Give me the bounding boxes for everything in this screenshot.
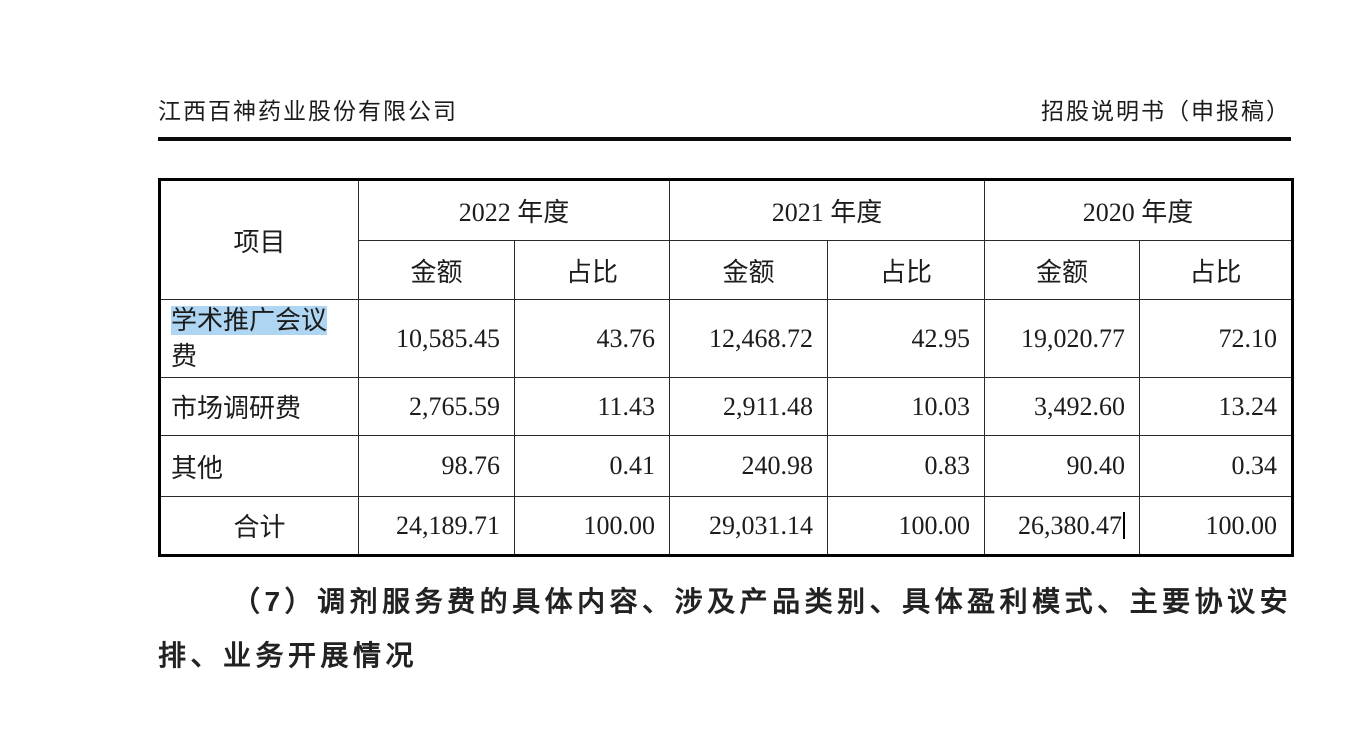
header-item-cell: 项目 [159, 179, 359, 300]
total-ratio-2020-cell: 100.00 [1139, 496, 1294, 556]
selection-highlight: 学术推广会议 [171, 305, 328, 335]
amount-2020-cell: 19,020.77 [984, 299, 1141, 378]
header-ratio-2020-cell: 占比 [1139, 240, 1294, 300]
table-row-total: 合计 24,189.71 100.00 29,031.14 100.00 26,… [159, 496, 1294, 556]
doc-type: 招股说明书（申报稿） [1041, 99, 1291, 124]
total-amount-2022-cell: 24,189.71 [358, 496, 515, 556]
amount-2022-cell: 10,585.45 [358, 299, 515, 378]
total-ratio-2022-cell: 100.00 [513, 496, 671, 556]
amount-2020-cell: 90.40 [984, 435, 1141, 497]
expense-table: 项目 2022 年度 2021 年度 2020 年度 金额 占比 金额 占比 金… [158, 178, 1295, 557]
header-amount-2021-cell: 金额 [669, 240, 829, 300]
text-cursor [1123, 512, 1126, 540]
total-label-cell: 合计 [159, 496, 359, 556]
header-amount-2020-cell: 金额 [984, 240, 1141, 300]
ratio-2022-cell: 11.43 [513, 377, 671, 436]
amount-2022-cell: 2,765.59 [358, 377, 515, 436]
section-heading-line-2: 排、业务开展情况 [158, 640, 419, 671]
row-label-rest: 费 [171, 341, 198, 371]
ratio-2021-cell: 0.83 [827, 435, 986, 497]
ratio-2020-cell: 72.10 [1139, 299, 1294, 378]
header-year-2022-cell: 2022 年度 [357, 179, 671, 241]
table-row-market-research: 市场调研费 2,765.59 11.43 2,911.48 10.03 3,49… [159, 377, 1294, 436]
table-header-years: 项目 2022 年度 2021 年度 2020 年度 [159, 179, 1294, 300]
section-heading: （7）调剂服务费的具体内容、涉及产品类别、具体盈利模式、主要协议安 排、业务开展… [158, 588, 1298, 670]
amount-2021-cell: 12,468.72 [669, 299, 829, 378]
total-amount-2020-cell: 26,380.47 [984, 496, 1141, 556]
ratio-2021-cell: 42.95 [827, 299, 986, 378]
header-year-2021-cell: 2021 年度 [669, 179, 986, 241]
ratio-2022-cell: 0.41 [513, 435, 671, 497]
amount-2020-cell: 3,492.60 [984, 377, 1141, 436]
section-heading-line-1: （7）调剂服务费的具体内容、涉及产品类别、具体盈利模式、主要协议安 [232, 586, 1293, 617]
row-label-cell: 其他 [159, 435, 359, 497]
header-ratio-2022-cell: 占比 [513, 240, 671, 300]
row-label-cell: 市场调研费 [159, 377, 359, 436]
header-amount-2022-cell: 金额 [358, 240, 515, 300]
total-amount-2020-value: 26,380.47 [1018, 510, 1123, 540]
ratio-2020-cell: 13.24 [1139, 377, 1294, 436]
doc-header: 江西百神药业股份有限公司 招股说明书（申报稿） [158, 92, 1291, 126]
ratio-2021-cell: 10.03 [827, 377, 986, 436]
header-year-2020-cell: 2020 年度 [984, 179, 1294, 241]
total-ratio-2021-cell: 100.00 [827, 496, 986, 556]
total-amount-2021-cell: 29,031.14 [669, 496, 829, 556]
ratio-2020-cell: 0.34 [1139, 435, 1294, 497]
company-name: 江西百神药业股份有限公司 [158, 99, 458, 124]
row-label-cell: 学术推广会议费 [159, 299, 359, 378]
amount-2021-cell: 240.98 [669, 435, 829, 497]
ratio-2022-cell: 43.76 [513, 299, 671, 378]
table-row-other: 其他 98.76 0.41 240.98 0.83 90.40 0.34 [159, 435, 1294, 497]
header-ratio-2021-cell: 占比 [827, 240, 986, 300]
amount-2021-cell: 2,911.48 [669, 377, 829, 436]
table-row-academic-promotion: 学术推广会议费 10,585.45 43.76 12,468.72 42.95 … [159, 299, 1294, 378]
header-rule [158, 137, 1291, 141]
amount-2022-cell: 98.76 [358, 435, 515, 497]
